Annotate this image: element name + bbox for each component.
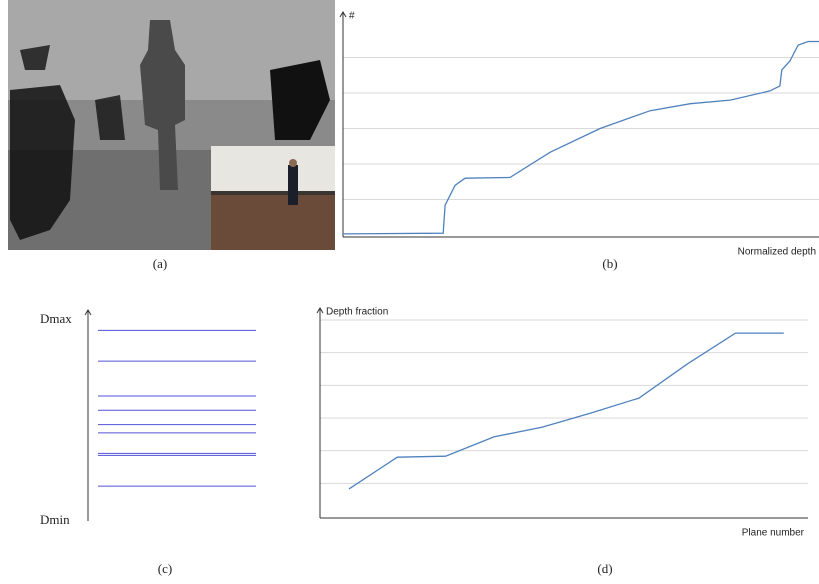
image-inset-person (288, 165, 298, 205)
y-min-label: Dmin (40, 512, 70, 527)
figure: (a) # Normalized depth (b) Dmax Dmin (c) Depth… (0, 0, 819, 584)
image-inset-floor (211, 195, 335, 250)
image-inset-head (289, 159, 297, 167)
data-line (349, 333, 784, 489)
caption: (c) (158, 561, 172, 576)
y-max-label: Dmax (40, 311, 72, 326)
depth-image (8, 0, 335, 250)
caption: (b) (602, 256, 617, 271)
y-axis-label: # (349, 11, 355, 22)
caption: (a) (153, 256, 167, 271)
image-blob (95, 95, 125, 140)
x-axis-label: Normalized depth (738, 247, 816, 258)
data-line (343, 42, 819, 234)
y-axis-label: Depth fraction (326, 307, 388, 318)
x-axis-label: Plane number (742, 528, 805, 539)
caption: (d) (597, 561, 612, 576)
image-inset-wall (211, 146, 335, 191)
